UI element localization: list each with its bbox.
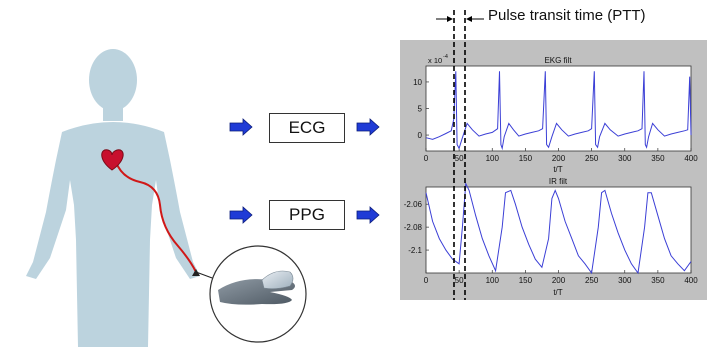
x-tick-label: 0 — [424, 154, 429, 163]
right-arrow-icon — [356, 206, 380, 224]
x-tick-label: 50 — [455, 154, 464, 163]
heart-icon — [101, 149, 124, 171]
ekg-exponent-power: -4 — [443, 54, 448, 60]
x-tick-label: 100 — [486, 154, 500, 163]
x-tick-label: 0 — [424, 276, 429, 285]
x-tick-label: 150 — [519, 154, 533, 163]
x-tick-label: 50 — [455, 276, 464, 285]
ir-title: IR filt — [549, 177, 568, 186]
x-tick-label: 400 — [684, 154, 698, 163]
right-arrow-icon — [229, 118, 253, 136]
y-tick-label: 10 — [413, 78, 422, 87]
x-tick-label: 400 — [684, 276, 698, 285]
ekg-exponent-base: x 10 — [428, 56, 442, 65]
x-tick-label: 200 — [552, 154, 566, 163]
x-tick-label: 350 — [651, 276, 665, 285]
right-arrow-icon — [356, 118, 380, 136]
x-tick-label: 250 — [585, 276, 599, 285]
x-tick-label: 350 — [651, 154, 665, 163]
y-tick-label: -2.1 — [408, 246, 422, 255]
x-tick-label: 100 — [486, 276, 500, 285]
signal-line — [425, 71, 692, 151]
y-tick-label: -2.08 — [404, 223, 423, 232]
x-tick-label: 200 — [552, 276, 566, 285]
x-tick-label: 250 — [585, 154, 599, 163]
ecg-box: ECG — [269, 113, 345, 143]
hand-sensor-icon — [209, 245, 307, 343]
x-tick-label: 300 — [618, 276, 632, 285]
ppg-box: PPG — [269, 200, 345, 230]
ekg-plot: EKG filt x 10 -4 t/T 0 50 100 150 200 250 300 3… — [413, 54, 698, 174]
ptt-label: Pulse transit time (PTT) — [488, 7, 646, 24]
y-tick-label: 0 — [418, 131, 423, 140]
right-arrow-icon — [229, 206, 253, 224]
human-body-silhouette-icon — [26, 49, 200, 347]
ekg-title: EKG filt — [544, 56, 572, 65]
y-tick-label: 5 — [418, 105, 423, 114]
ir-xlabel: t/T — [553, 288, 562, 297]
x-tick-label: 300 — [618, 154, 632, 163]
signal-line — [425, 181, 692, 275]
y-tick-label: -2.06 — [404, 200, 423, 209]
ekg-xlabel: t/T — [553, 165, 562, 174]
ir-plot: IR filt t/T 0 50 100 150 200 250 300 350 400 -2.0… — [404, 177, 698, 297]
sensor-wire — [115, 161, 197, 273]
ptt-marker — [436, 10, 484, 300]
x-tick-label: 150 — [519, 276, 533, 285]
